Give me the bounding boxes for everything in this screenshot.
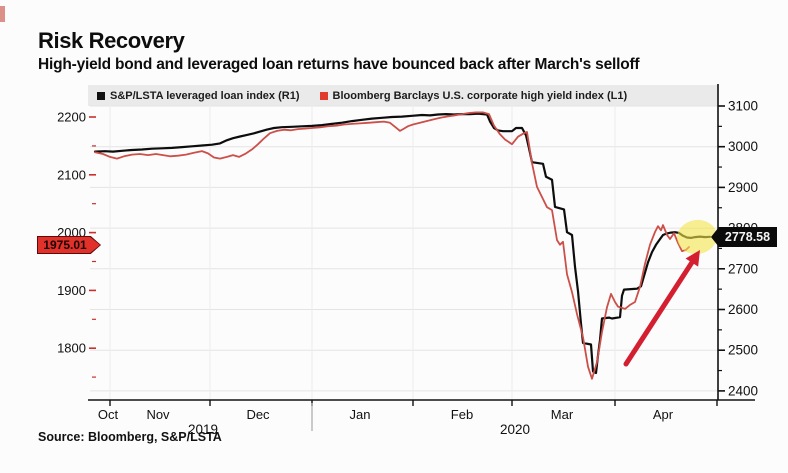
month-label: Feb (451, 407, 473, 422)
loan-index-swatch-icon (97, 91, 105, 100)
trend-arrow-head (685, 250, 700, 267)
left-axis-label: 1900 (57, 283, 86, 298)
loan-index-line (93, 112, 712, 375)
month-label: Oct (98, 407, 119, 422)
trend-arrow-shaft (623, 257, 696, 367)
left-axis-label: 2100 (57, 167, 86, 182)
right-axis-label: 2400 (728, 383, 758, 398)
corner-red-mark (0, 6, 5, 22)
right-axis-label: 2500 (728, 343, 758, 358)
legend-label: Bloomberg Barclays U.S. corporate high y… (332, 89, 628, 102)
high-yield-line (94, 111, 690, 380)
month-label: Nov (146, 407, 170, 422)
badge-value: 1975.01 (38, 237, 100, 253)
left-axis-label: 1800 (57, 341, 86, 356)
right-axis-label: 2700 (728, 261, 758, 276)
badge-value: 2778.58 (724, 230, 771, 244)
legend: S&P/LSTA leveraged loan index (R1) Bloom… (88, 85, 718, 106)
month-label: Mar (551, 407, 574, 422)
right-axis-label: 2600 (728, 302, 758, 317)
legend-item-high-yield: Bloomberg Barclays U.S. corporate high y… (319, 89, 628, 102)
month-label: Jan (350, 407, 371, 422)
right-axis-label: 2900 (728, 180, 758, 195)
left-axis-label: 2200 (57, 110, 86, 125)
right-axis-label: 3000 (728, 139, 758, 154)
high-yield-swatch-icon (319, 91, 328, 100)
year-label: 2020 (500, 422, 530, 437)
legend-item-loan-index: S&P/LSTA leveraged loan index (R1) (97, 90, 300, 102)
last-value-badge-high-yield: 1975.01 (37, 236, 101, 254)
month-label: Apr (653, 407, 674, 422)
chart-subtitle: High-yield bond and leveraged loan retur… (38, 56, 640, 73)
right-axis-label: 3100 (728, 99, 758, 114)
source-credit: Source: Bloomberg, S&P/LSTA (38, 430, 222, 444)
month-label: Dec (246, 407, 270, 422)
legend-label: S&P/LSTA leveraged loan index (R1) (110, 89, 300, 102)
chart-title: Risk Recovery (38, 28, 185, 53)
last-value-badge-loan-index: 2778.58 (711, 227, 777, 247)
